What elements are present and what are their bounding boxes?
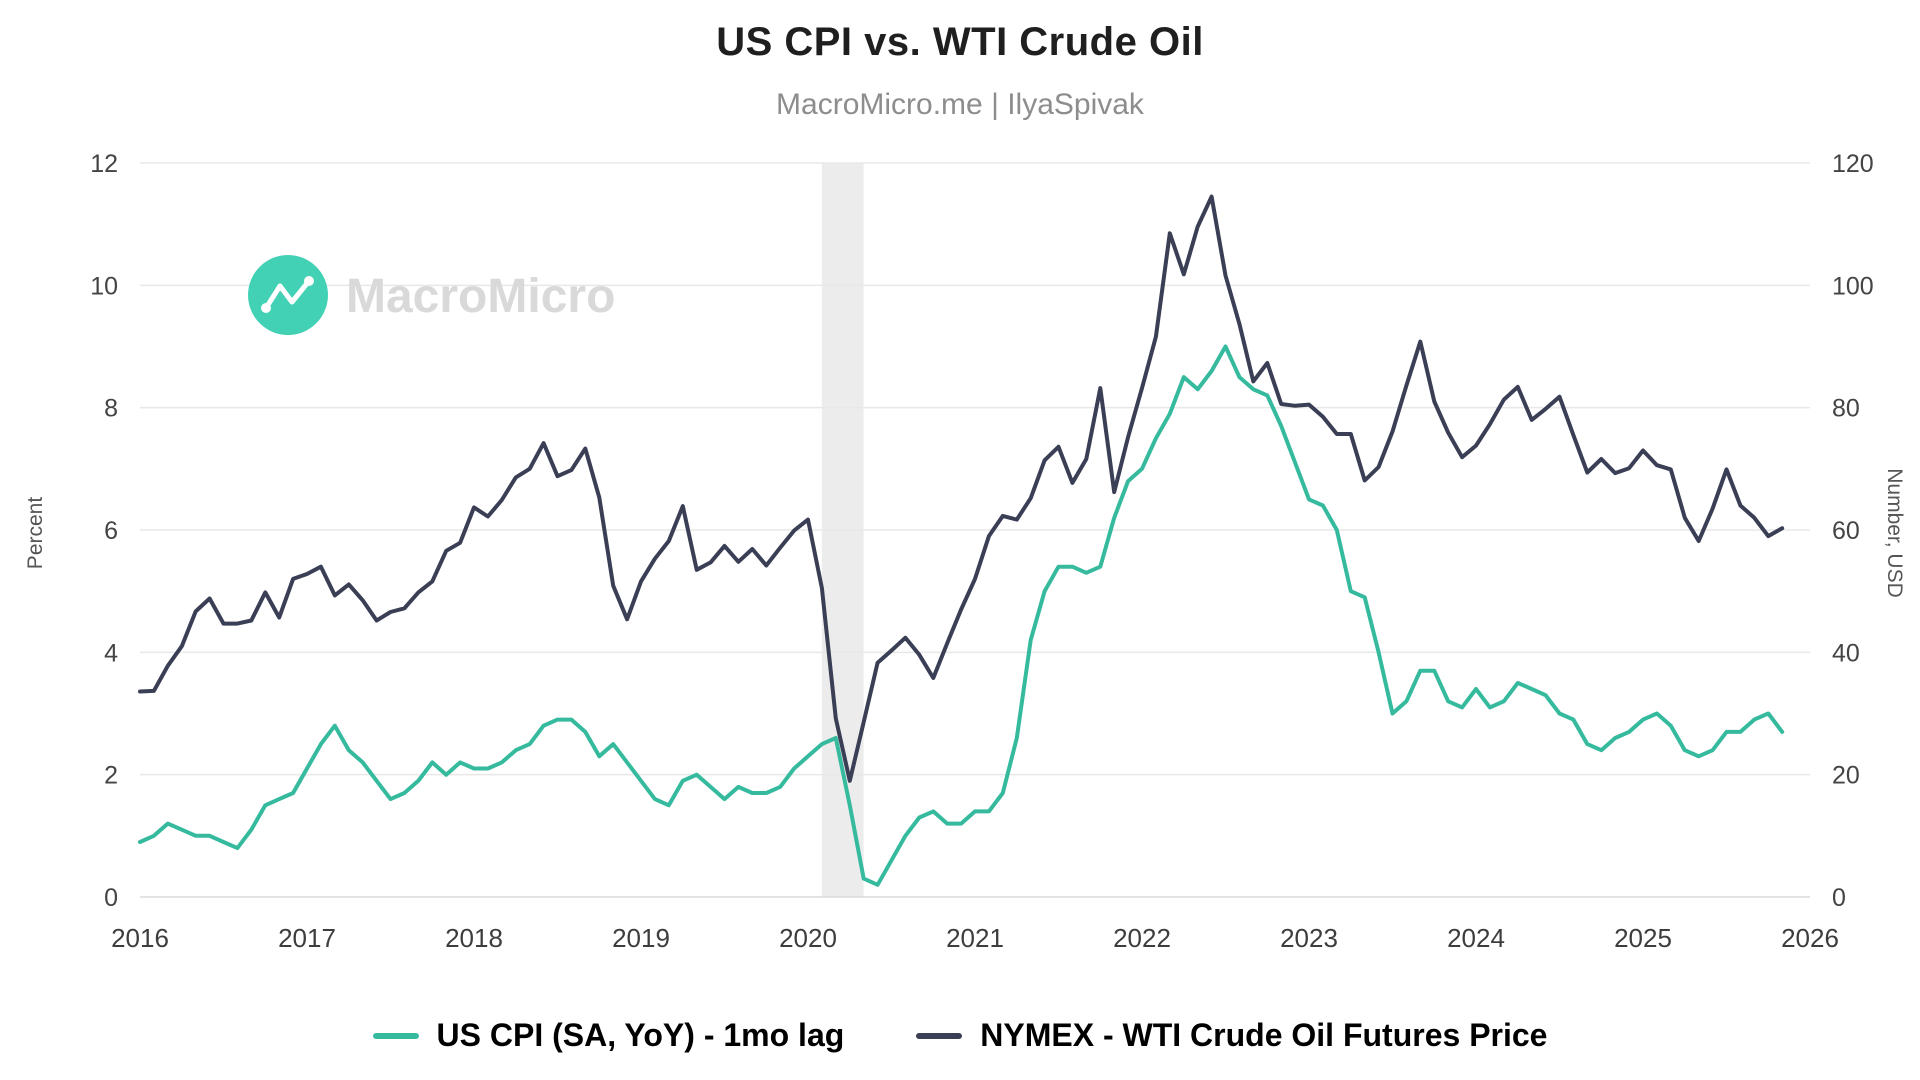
left-axis-tick: 2 — [104, 762, 118, 790]
chart-subtitle: MacroMicro.me | IlyaSpivak — [776, 88, 1144, 121]
x-axis-tick: 2016 — [111, 923, 169, 953]
chart-title: US CPI vs. WTI Crude Oil — [716, 20, 1204, 64]
right-axis-tick: 0 — [1832, 884, 1846, 912]
left-axis-tick: 12 — [90, 150, 118, 178]
cpi-line — [138, 344, 1785, 887]
wti-line — [138, 194, 1785, 783]
right-axis-tick: 60 — [1832, 517, 1860, 545]
cpi-swatch — [372, 1032, 419, 1039]
x-axis-tick: 2020 — [779, 923, 837, 953]
left-axis-tick: 10 — [90, 272, 118, 300]
legend-item-cpi[interactable]: US CPI (SA, YoY) - 1mo lag — [372, 1017, 845, 1054]
cpi-legend-label: US CPI (SA, YoY) - 1mo lag — [436, 1017, 845, 1053]
x-axis-tick: 2019 — [612, 923, 670, 953]
legend: US CPI (SA, YoY) - 1mo lag NYMEX - WTI C… — [0, 1017, 1920, 1054]
x-axis-tick: 2024 — [1447, 923, 1505, 953]
x-axis-tick: 2021 — [946, 923, 1004, 953]
right-axis-tick: 80 — [1832, 395, 1860, 423]
x-axis-tick: 2026 — [1781, 923, 1839, 953]
left-axis-tick: 6 — [104, 517, 118, 545]
right-axis-tick: 40 — [1832, 639, 1860, 667]
left-axis-tick: 8 — [104, 395, 118, 423]
right-axis-tick: 100 — [1832, 272, 1874, 300]
watermark-wave-icon — [263, 278, 312, 311]
watermark-dot — [304, 276, 314, 286]
right-axis-tick: 20 — [1832, 762, 1860, 790]
x-axis-tick: 2022 — [1113, 923, 1171, 953]
wti-legend-label: NYMEX - WTI Crude Oil Futures Price — [980, 1017, 1548, 1053]
watermark-text: MacroMicro — [346, 270, 615, 323]
left-axis-tick: 0 — [104, 884, 118, 912]
watermark-dot — [261, 303, 271, 313]
right-axis-tick: 120 — [1832, 150, 1874, 178]
watermark: MacroMicro — [248, 255, 615, 335]
x-axis-tick: 2017 — [278, 923, 336, 953]
x-axis-tick: 2023 — [1280, 923, 1338, 953]
x-axis-tick: 2025 — [1614, 923, 1672, 953]
left-axis-tick: 4 — [104, 639, 118, 667]
legend-item-wti[interactable]: NYMEX - WTI Crude Oil Futures Price — [916, 1017, 1547, 1054]
x-axis-tick: 2018 — [445, 923, 503, 953]
wti-swatch — [916, 1032, 963, 1039]
